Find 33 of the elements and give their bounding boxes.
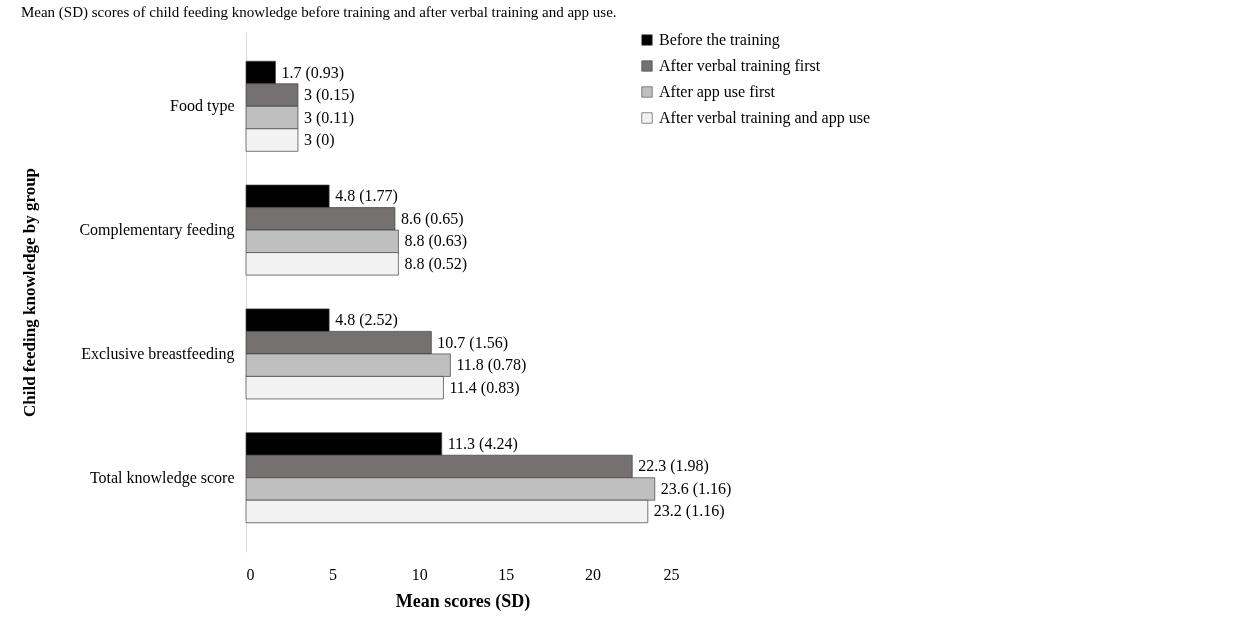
- y-axis-title: Child feeding knowledge by group: [20, 167, 40, 418]
- data-label: 11.8 (0.78): [456, 356, 527, 375]
- data-label: 1.7 (0.93): [281, 63, 345, 82]
- data-label: 23.6 (1.16): [660, 479, 732, 498]
- legend-label: After verbal training first: [659, 57, 821, 75]
- data-label: 8.8 (0.63): [404, 232, 468, 251]
- data-label: 8.6 (0.65): [400, 209, 464, 228]
- data-label: 3 (0): [303, 131, 335, 150]
- y-tick-label: Total knowledge score: [89, 468, 235, 487]
- y-tick-label: Complementary feeding: [79, 221, 235, 240]
- x-tick-label: 0: [246, 565, 255, 583]
- data-label: 3 (0.15): [303, 86, 355, 105]
- data-label: 8.8 (0.52): [404, 254, 468, 273]
- data-label: 11.3 (4.24): [447, 434, 518, 453]
- y-tick-label: Exclusive breastfeeding: [81, 344, 235, 363]
- data-label: 11.4 (0.83): [449, 378, 520, 397]
- x-axis-title: Mean scores (SD): [395, 590, 531, 612]
- legend-label: Before the training: [659, 31, 780, 49]
- data-label: 4.8 (1.77): [335, 187, 398, 206]
- data-label: 22.3 (1.98): [638, 457, 709, 476]
- data-label: 23.2 (1.16): [653, 502, 725, 521]
- data-label: 4.8 (2.52): [335, 311, 398, 330]
- x-tick-label: 15: [498, 565, 515, 583]
- x-tick-label: 20: [584, 565, 601, 583]
- x-tick-label: 10: [411, 565, 428, 583]
- x-tick-label: 25: [663, 565, 680, 583]
- data-label: 3 (0.11): [303, 108, 355, 127]
- legend-label: After app use first: [659, 83, 776, 101]
- chart-title: Mean (SD) scores of child feeding knowledge before training and after verbal training and app use.: [20, 4, 617, 21]
- data-label: 10.7 (1.56): [437, 333, 508, 352]
- y-tick-label: Food type: [170, 97, 235, 116]
- x-tick-label: 5: [329, 565, 338, 583]
- legend-label: After verbal training and app use: [659, 109, 871, 127]
